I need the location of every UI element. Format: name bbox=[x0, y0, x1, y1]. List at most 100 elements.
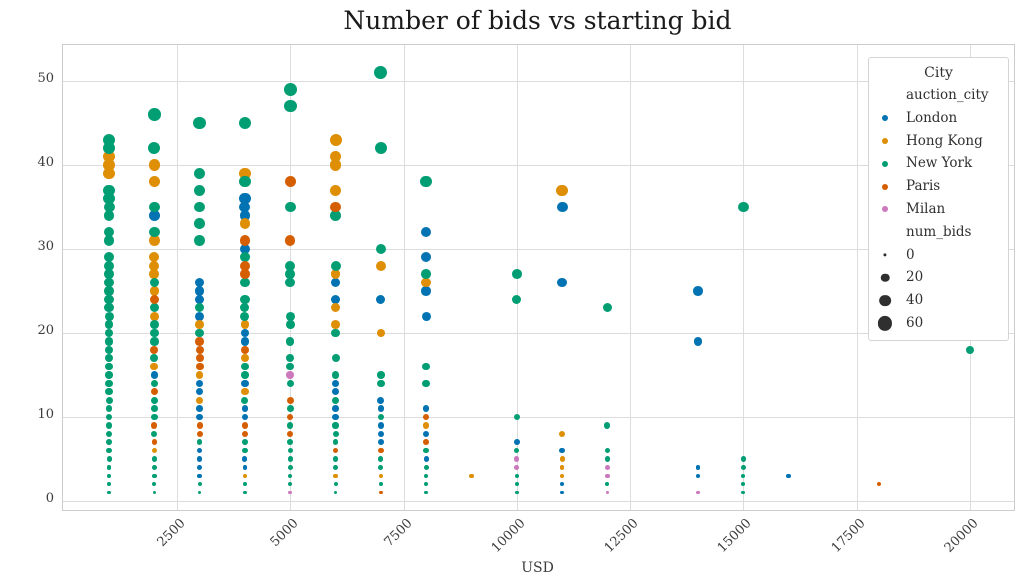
data-point bbox=[557, 277, 567, 288]
data-point bbox=[242, 473, 248, 478]
data-point bbox=[104, 311, 114, 321]
legend-size-item-60-label: 60 bbox=[906, 314, 924, 331]
data-point bbox=[376, 294, 386, 305]
data-point bbox=[285, 277, 296, 288]
data-point bbox=[330, 303, 341, 313]
data-point bbox=[195, 303, 205, 313]
data-point bbox=[105, 371, 113, 379]
data-point bbox=[331, 328, 340, 338]
data-point bbox=[333, 490, 338, 495]
data-point bbox=[469, 473, 474, 478]
legend-city-dot-icon bbox=[882, 183, 888, 190]
data-point bbox=[329, 150, 342, 163]
data-point bbox=[377, 413, 385, 421]
data-point bbox=[423, 422, 430, 429]
data-point bbox=[240, 345, 250, 354]
data-point bbox=[103, 193, 115, 205]
data-point bbox=[378, 473, 384, 478]
legend-size-header-label: num_bids bbox=[906, 223, 972, 240]
data-point bbox=[740, 456, 746, 462]
data-point bbox=[331, 379, 340, 388]
data-point bbox=[288, 490, 293, 495]
data-point bbox=[514, 482, 519, 487]
data-point bbox=[287, 456, 293, 462]
data-point bbox=[605, 490, 610, 495]
data-point bbox=[149, 269, 160, 280]
data-point bbox=[150, 337, 159, 346]
data-point bbox=[288, 473, 293, 478]
data-point bbox=[422, 413, 430, 421]
legend-item-new-york: New York bbox=[869, 152, 1008, 175]
data-point bbox=[422, 362, 431, 371]
data-point bbox=[422, 405, 430, 412]
data-point bbox=[331, 320, 340, 329]
data-point bbox=[514, 456, 520, 462]
data-point bbox=[379, 490, 383, 495]
data-point bbox=[330, 269, 341, 280]
legend-item-milan-label: Milan bbox=[906, 200, 946, 217]
data-point bbox=[149, 260, 160, 271]
data-point bbox=[512, 294, 522, 305]
data-point bbox=[194, 277, 205, 288]
data-point bbox=[148, 176, 161, 188]
data-point bbox=[287, 439, 294, 446]
gridline-vertical bbox=[743, 45, 745, 510]
data-point bbox=[151, 430, 158, 437]
data-point bbox=[424, 490, 428, 495]
data-point bbox=[195, 320, 204, 329]
data-point bbox=[195, 354, 204, 363]
data-point bbox=[604, 447, 611, 454]
gridline-vertical bbox=[403, 45, 405, 510]
data-point bbox=[514, 447, 520, 454]
data-point bbox=[286, 396, 294, 404]
data-point bbox=[103, 150, 115, 163]
data-point bbox=[103, 159, 115, 171]
data-point bbox=[240, 294, 250, 305]
data-point bbox=[421, 311, 431, 321]
data-point bbox=[241, 388, 249, 396]
data-point bbox=[105, 396, 113, 404]
data-point bbox=[195, 362, 204, 371]
data-point bbox=[241, 422, 249, 429]
data-point bbox=[149, 311, 159, 321]
legend-size-dot-icon bbox=[879, 294, 891, 307]
plot-area bbox=[62, 44, 1015, 511]
data-point bbox=[740, 465, 746, 470]
legend-hue-header-label: auction_city bbox=[906, 87, 989, 103]
legend-item-hong-kong-label: Hong Kong bbox=[906, 132, 983, 149]
data-point bbox=[106, 439, 112, 446]
data-point bbox=[148, 108, 161, 121]
data-point bbox=[106, 465, 112, 470]
gridline-horizontal bbox=[63, 417, 1014, 418]
data-point bbox=[605, 482, 610, 487]
legend-item-paris-label: Paris bbox=[906, 178, 941, 195]
data-point bbox=[287, 413, 294, 421]
data-point bbox=[239, 252, 250, 263]
legend-size-item-40: 40 bbox=[869, 289, 1008, 312]
data-point bbox=[513, 413, 520, 421]
legend: City auction_city London Hong Kong New York… bbox=[868, 57, 1009, 341]
data-point bbox=[284, 176, 296, 188]
y-tick-label: 10 bbox=[37, 407, 54, 422]
data-point bbox=[693, 286, 703, 296]
data-point bbox=[375, 260, 386, 271]
legend-size-dot-icon bbox=[880, 273, 890, 283]
data-point bbox=[107, 490, 111, 495]
data-point bbox=[242, 439, 248, 446]
data-point bbox=[150, 388, 158, 396]
data-point bbox=[329, 184, 342, 196]
gridline-horizontal bbox=[63, 81, 1014, 82]
legend-size-item-20-label: 20 bbox=[906, 269, 924, 286]
data-point bbox=[195, 345, 204, 354]
data-point bbox=[103, 226, 115, 238]
data-point bbox=[150, 354, 159, 363]
y-tick-label: 40 bbox=[37, 155, 54, 170]
data-point bbox=[333, 473, 338, 478]
data-point bbox=[105, 354, 114, 363]
data-point bbox=[556, 184, 568, 196]
data-point bbox=[286, 337, 295, 346]
data-point bbox=[151, 439, 158, 446]
data-point bbox=[239, 201, 251, 213]
data-point bbox=[286, 379, 294, 388]
data-point bbox=[559, 430, 565, 437]
